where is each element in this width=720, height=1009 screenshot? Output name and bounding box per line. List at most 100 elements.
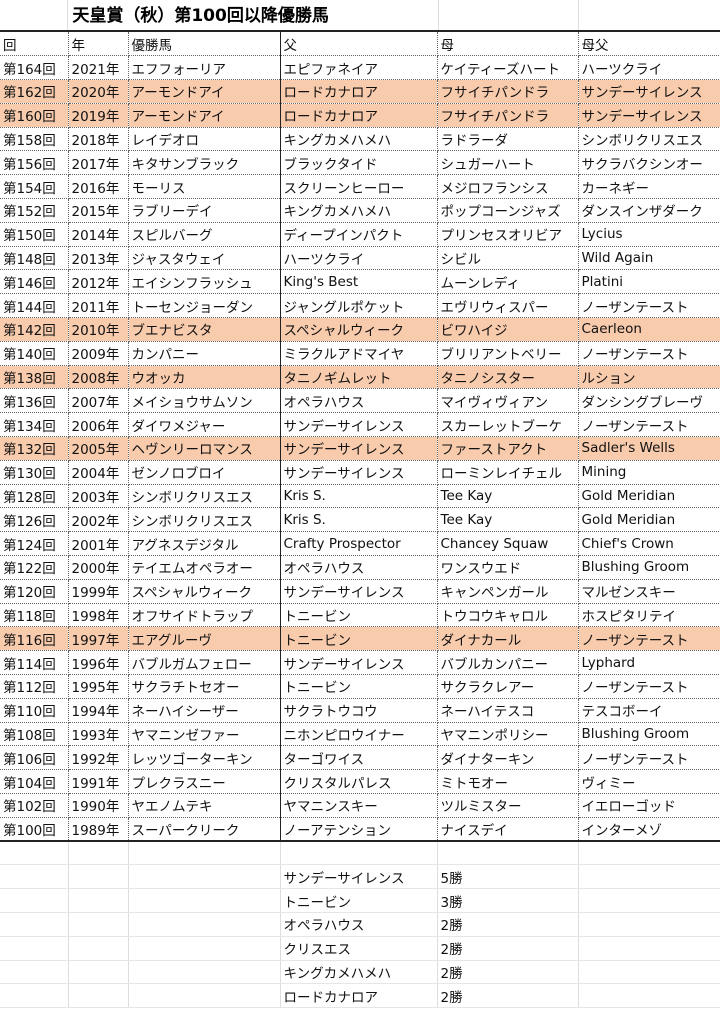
cell-year[interactable]: 2016年 <box>68 174 129 200</box>
cell-year[interactable]: 2017年 <box>68 150 129 176</box>
cell-round[interactable]: 第112回 <box>0 674 69 699</box>
cell[interactable] <box>128 841 281 866</box>
cell[interactable] <box>128 936 281 961</box>
cell-year[interactable]: 2008年 <box>68 365 129 390</box>
cell-dam[interactable]: ファーストアクト <box>437 436 579 461</box>
cell-damsire[interactable]: ノーザンテースト <box>578 412 720 438</box>
cell-winner[interactable]: ウオッカ <box>128 365 281 390</box>
cell-dam[interactable]: ヤマニンポリシー <box>437 722 579 747</box>
cell-dam[interactable]: Tee Kay <box>437 507 579 533</box>
cell[interactable] <box>128 888 281 913</box>
cell-round[interactable]: 第108回 <box>0 722 69 747</box>
cell-round[interactable]: 第160回 <box>0 103 69 128</box>
cell-damsire[interactable]: インターメゾ <box>578 817 720 843</box>
cell-sire[interactable]: トニービン <box>280 603 438 628</box>
cell-round[interactable]: 第138回 <box>0 365 69 390</box>
cell-winner[interactable]: スピルバーグ <box>128 222 281 247</box>
cell[interactable] <box>0 0 69 30</box>
cell-damsire[interactable]: カーネギー <box>578 174 720 200</box>
cell-year[interactable]: 1992年 <box>68 745 129 771</box>
cell-year[interactable]: 2006年 <box>68 412 129 438</box>
cell-year[interactable]: 1990年 <box>68 793 129 818</box>
summary-wins[interactable]: 5勝 <box>437 864 579 890</box>
cell-winner[interactable]: アーモンドアイ <box>128 79 281 104</box>
cell-sire[interactable]: ジャングルポケット <box>280 293 438 319</box>
cell-damsire[interactable]: テスコボーイ <box>578 698 720 723</box>
cell-dam[interactable]: フサイチパンドラ <box>437 103 579 128</box>
cell-damsire[interactable]: ノーザンテースト <box>578 626 720 652</box>
cell-year[interactable]: 1991年 <box>68 769 129 794</box>
cell-sire[interactable]: サンデーサイレンス <box>280 460 438 485</box>
summary-wins[interactable]: 2勝 <box>437 912 579 937</box>
cell-sire[interactable]: サンデーサイレンス <box>280 436 438 461</box>
cell[interactable] <box>437 841 579 866</box>
cell-sire[interactable]: クリスタルパレス <box>280 769 438 794</box>
summary-wins[interactable]: 2勝 <box>437 936 579 961</box>
cell-winner[interactable]: テイエムオペラオー <box>128 555 281 580</box>
cell-damsire[interactable]: Chief's Crown <box>578 531 720 557</box>
cell-round[interactable]: 第164回 <box>0 55 69 81</box>
cell-winner[interactable]: ネーハイシーザー <box>128 698 281 723</box>
cell-year[interactable]: 2015年 <box>68 198 129 223</box>
cell[interactable] <box>0 960 69 985</box>
cell[interactable] <box>68 912 129 937</box>
cell-round[interactable]: 第152回 <box>0 198 69 223</box>
cell-damsire[interactable]: ダンスインザダーク <box>578 198 720 223</box>
header-winner[interactable]: 優勝馬 <box>128 32 281 57</box>
cell-sire[interactable]: サンデーサイレンス <box>280 579 438 604</box>
cell-damsire[interactable]: ノーザンテースト <box>578 341 720 366</box>
cell-sire[interactable]: ロードカナロア <box>280 79 438 104</box>
cell-winner[interactable]: エアグルーヴ <box>128 626 281 652</box>
cell-sire[interactable]: オペラハウス <box>280 388 438 414</box>
cell-sire[interactable]: スペシャルウィーク <box>280 317 438 342</box>
summary-sire[interactable]: キングカメハメハ <box>280 960 438 985</box>
cell[interactable] <box>578 888 720 913</box>
cell-round[interactable]: 第154回 <box>0 174 69 200</box>
cell-dam[interactable]: タニノシスター <box>437 365 579 390</box>
cell-winner[interactable]: シンボリクリスエス <box>128 507 281 533</box>
cell-year[interactable]: 2014年 <box>68 222 129 247</box>
cell-damsire[interactable]: イエローゴッド <box>578 793 720 818</box>
cell[interactable] <box>280 841 438 866</box>
cell[interactable] <box>578 960 720 985</box>
cell[interactable] <box>128 864 281 890</box>
cell-year[interactable]: 2004年 <box>68 460 129 485</box>
cell-year[interactable]: 1996年 <box>68 650 129 676</box>
cell-dam[interactable]: メジロフランシス <box>437 174 579 200</box>
cell-dam[interactable]: バブルカンパニー <box>437 650 579 676</box>
cell-round[interactable]: 第124回 <box>0 531 69 557</box>
cell[interactable] <box>0 864 69 890</box>
cell-round[interactable]: 第114回 <box>0 650 69 676</box>
cell-winner[interactable]: メイショウサムソン <box>128 388 281 414</box>
cell-sire[interactable]: ディープインパクト <box>280 222 438 247</box>
cell-damsire[interactable]: ノーザンテースト <box>578 674 720 699</box>
cell-winner[interactable]: バブルガムフェロー <box>128 650 281 676</box>
cell-dam[interactable]: ムーンレディ <box>437 269 579 295</box>
summary-wins[interactable]: 2勝 <box>437 983 579 1009</box>
cell-year[interactable]: 1993年 <box>68 722 129 747</box>
cell-year[interactable]: 2019年 <box>68 103 129 128</box>
cell-damsire[interactable]: ホスピタリテイ <box>578 603 720 628</box>
cell-year[interactable]: 1999年 <box>68 579 129 604</box>
cell-winner[interactable]: カンパニー <box>128 341 281 366</box>
cell-round[interactable]: 第120回 <box>0 579 69 604</box>
cell[interactable] <box>0 983 69 1009</box>
cell-dam[interactable]: エヴリウィスパー <box>437 293 579 319</box>
summary-sire[interactable]: ロードカナロア <box>280 983 438 1009</box>
cell-sire[interactable]: ハーツクライ <box>280 246 438 271</box>
cell-winner[interactable]: モーリス <box>128 174 281 200</box>
cell-damsire[interactable]: Lycius <box>578 222 720 247</box>
summary-wins[interactable]: 3勝 <box>437 888 579 913</box>
cell-year[interactable]: 2018年 <box>68 127 129 152</box>
cell-sire[interactable]: ロードカナロア <box>280 103 438 128</box>
cell-year[interactable]: 2007年 <box>68 388 129 414</box>
cell-winner[interactable]: ヘヴンリーロマンス <box>128 436 281 461</box>
cell-year[interactable]: 2010年 <box>68 317 129 342</box>
cell-winner[interactable]: ラブリーデイ <box>128 198 281 223</box>
cell-sire[interactable]: Kris S. <box>280 484 438 509</box>
sheet-title[interactable]: 天皇賞（秋）第100回以降優勝馬 <box>72 6 329 26</box>
cell-round[interactable]: 第106回 <box>0 745 69 771</box>
cell-winner[interactable]: オフサイドトラップ <box>128 603 281 628</box>
cell-round[interactable]: 第162回 <box>0 79 69 104</box>
header-damsire[interactable]: 母父 <box>578 32 720 57</box>
